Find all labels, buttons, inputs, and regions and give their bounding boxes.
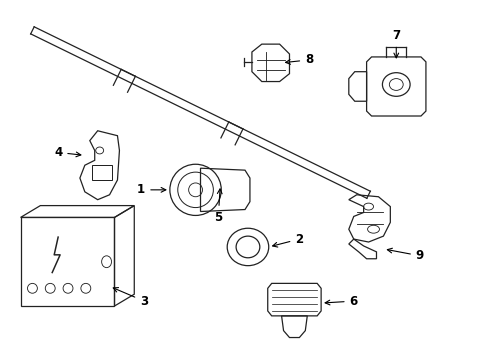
Text: 1: 1 [137, 183, 166, 196]
Text: 4: 4 [54, 146, 81, 159]
Text: 2: 2 [272, 233, 303, 247]
Text: 8: 8 [286, 53, 314, 66]
Text: 9: 9 [388, 248, 424, 262]
Text: 5: 5 [214, 189, 222, 224]
Text: 6: 6 [325, 294, 358, 307]
Text: 3: 3 [113, 288, 148, 307]
Text: 7: 7 [392, 29, 400, 58]
